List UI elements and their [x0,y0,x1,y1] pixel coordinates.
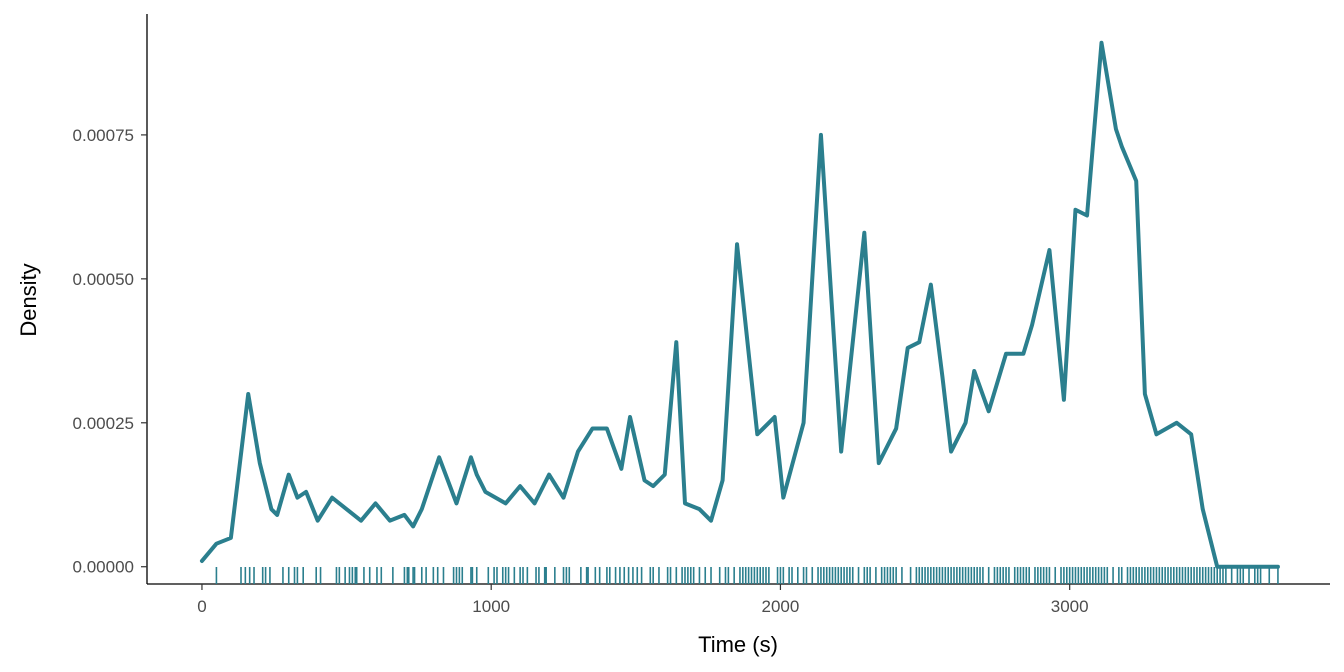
y-axis-ticks: 0.00000 0.00025 0.00050 0.00075 [73,126,147,577]
y-tick-label: 0.00050 [73,270,134,289]
y-tick-label: 0.00000 [73,558,134,577]
x-axis-title: Time (s) [698,632,778,657]
x-tick-label: 0 [197,597,206,616]
x-tick-label: 3000 [1051,597,1089,616]
y-tick-label: 0.00075 [73,126,134,145]
x-tick-label: 2000 [762,597,800,616]
y-axis-title: Density [16,263,41,336]
x-tick-label: 1000 [472,597,510,616]
y-tick-label: 0.00025 [73,414,134,433]
x-axis-ticks: 0 1000 2000 3000 [197,584,1089,616]
rug-marks [215,567,1279,584]
density-curve [199,40,1280,569]
